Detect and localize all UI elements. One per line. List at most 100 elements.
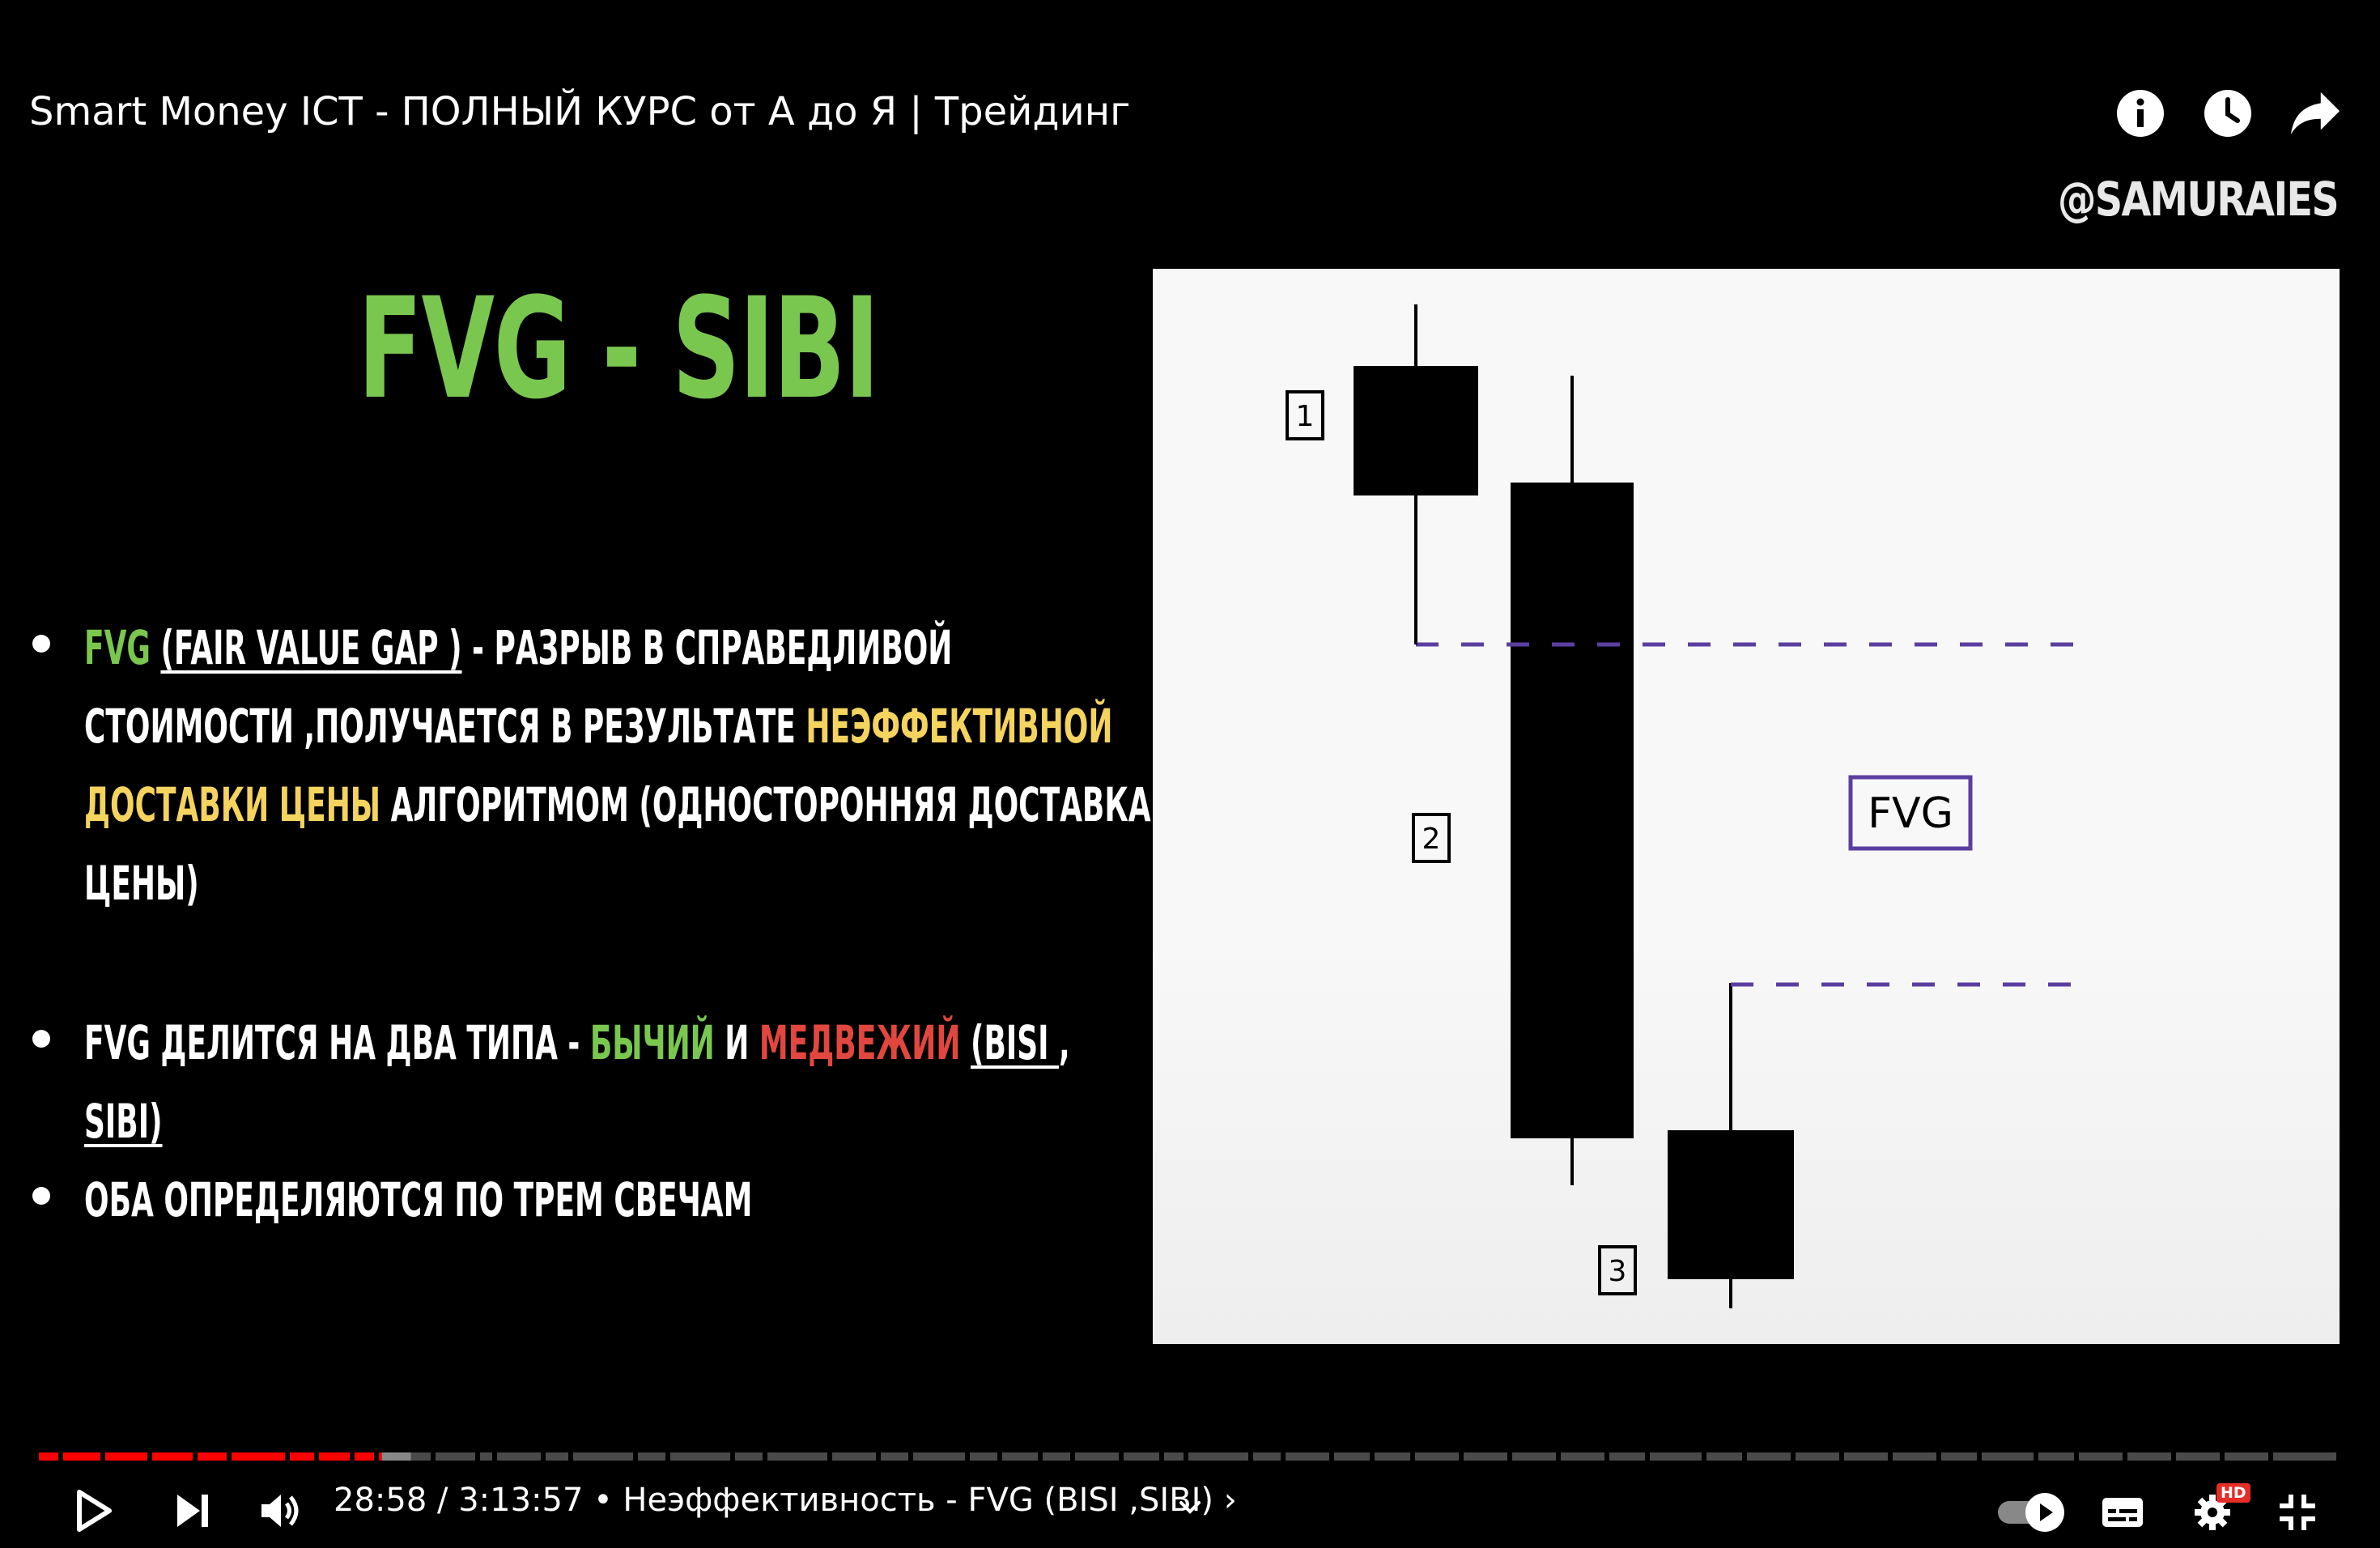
- candle-label-2: 2: [1412, 813, 1451, 863]
- chapter-title[interactable]: Неэффективность - FVG (BISI ,SIBI): [623, 1482, 1214, 1519]
- bullet2-and: И: [714, 1015, 759, 1070]
- time-separator: /: [427, 1482, 459, 1519]
- progress-segment[interactable]: [670, 1452, 730, 1461]
- progress-segment[interactable]: [1002, 1452, 1038, 1461]
- progress-segment[interactable]: [1512, 1452, 1556, 1461]
- bullet-dot: [32, 1187, 50, 1205]
- progress-segment[interactable]: [1164, 1452, 1184, 1461]
- bullet1-line2: СТОИМОСТИ ,ПОЛУЧАЕТСЯ В РЕЗУЛЬТАТЕ НЕЭФФ…: [84, 687, 1112, 766]
- progress-segment[interactable]: [2127, 1452, 2171, 1461]
- bullet-dot: [32, 635, 50, 653]
- progress-segment[interactable]: [573, 1452, 633, 1461]
- progress-segment[interactable]: [1796, 1452, 1839, 1461]
- bullet-dot: [32, 1030, 50, 1048]
- progress-segment[interactable]: [381, 1452, 411, 1461]
- progress-segment[interactable]: [2038, 1452, 2074, 1461]
- progress-segment[interactable]: [1375, 1452, 1410, 1461]
- progress-bar[interactable]: [39, 1452, 2341, 1461]
- candle-3: [1668, 983, 1794, 1308]
- progress-segment[interactable]: [1124, 1452, 1159, 1461]
- bullet1-line2-text: СТОИМОСТИ ,ПОЛУЧАЕТСЯ В РЕЗУЛЬТАТЕ: [84, 699, 806, 754]
- channel-watermark: @SAMURAIES: [2057, 172, 2340, 227]
- progress-segment[interactable]: [63, 1452, 100, 1461]
- autoplay-toggle[interactable]: [1995, 1491, 2069, 1533]
- progress-segment[interactable]: [913, 1452, 965, 1461]
- volume-button[interactable]: [254, 1485, 306, 1537]
- fvg-term: FVG: [84, 620, 151, 675]
- progress-segment[interactable]: [1075, 1452, 1119, 1461]
- fvg-diagram-svg: 1 2 3 FVG: [1286, 304, 2084, 1308]
- progress-segment[interactable]: [1941, 1452, 1977, 1461]
- progress-segment[interactable]: [970, 1452, 997, 1461]
- progress-segment[interactable]: [1415, 1452, 1459, 1461]
- progress-segment[interactable]: [1286, 1452, 1329, 1461]
- subtitles-button[interactable]: [2097, 1491, 2148, 1533]
- progress-segment[interactable]: [1334, 1452, 1370, 1461]
- settings-button[interactable]: HD: [2182, 1482, 2250, 1538]
- progress-segment[interactable]: [105, 1452, 147, 1461]
- time-and-chapter: 28:58 / 3:13:57 • Неэффективность - FVG …: [334, 1482, 1237, 1519]
- exit-fullscreen-icon: [2280, 1495, 2315, 1530]
- progress-segment[interactable]: [39, 1452, 58, 1461]
- bullet-fvg-types: FVG ДЕЛИТСЯ НА ДВА ТИПА - БЫЧИЙ И МЕДВЕЖ…: [32, 1004, 1070, 1149]
- bullish-term: БЫЧИЙ: [589, 1015, 715, 1070]
- highlight-inefficient: НЕЭФФЕКТИВНОЙ: [805, 699, 1113, 754]
- progress-segment[interactable]: [767, 1452, 827, 1461]
- progress-segment[interactable]: [1464, 1452, 1507, 1461]
- exit-fullscreen-button[interactable]: [2273, 1488, 2322, 1537]
- share-icon[interactable]: [2289, 87, 2341, 139]
- progress-segment[interactable]: [1650, 1452, 1702, 1461]
- sibi-term: SIBI): [84, 1094, 163, 1149]
- progress-segment[interactable]: [1982, 1452, 2034, 1461]
- progress-segment[interactable]: [355, 1452, 374, 1461]
- chapters-dropdown[interactable]: [1172, 1490, 1208, 1525]
- progress-segment[interactable]: [480, 1452, 492, 1461]
- highlight-price-delivery: ДОСТАВКИ ЦЕНЫ: [84, 777, 381, 832]
- progress-segment[interactable]: [379, 1452, 382, 1461]
- bullet1-line1: FVG (FAIR VALUE GAP ) - РАЗРЫВ В СПРАВЕД…: [84, 609, 952, 687]
- progress-segment[interactable]: [410, 1452, 431, 1461]
- progress-segment[interactable]: [497, 1452, 541, 1461]
- progress-segment[interactable]: [1561, 1452, 1604, 1461]
- progress-segment[interactable]: [232, 1452, 285, 1461]
- candle-label-1-text: 1: [1296, 400, 1315, 433]
- candle-label-1: 1: [1286, 390, 1324, 440]
- candle-label-3: 3: [1598, 1245, 1637, 1295]
- progress-segment[interactable]: [436, 1452, 475, 1461]
- chapter-arrow[interactable]: ›: [1223, 1482, 1237, 1519]
- chevron-down-icon: [1179, 1501, 1201, 1514]
- info-icon[interactable]: [2114, 87, 2166, 139]
- progress-segment[interactable]: [2225, 1452, 2268, 1461]
- progress-segment[interactable]: [832, 1452, 876, 1461]
- progress-segment[interactable]: [546, 1452, 568, 1461]
- watch-later-icon[interactable]: [2202, 87, 2254, 139]
- progress-segment[interactable]: [1747, 1452, 1791, 1461]
- progress-segment[interactable]: [152, 1452, 193, 1461]
- progress-segment[interactable]: [319, 1452, 350, 1461]
- progress-segment[interactable]: [1706, 1452, 1742, 1461]
- player-controls: HD: [0, 1474, 2380, 1548]
- progress-segment[interactable]: [1253, 1452, 1281, 1461]
- progress-segment[interactable]: [1893, 1452, 1936, 1461]
- progress-segment[interactable]: [1188, 1452, 1248, 1461]
- bisi-term: (BISI: [971, 1015, 1060, 1070]
- progress-segment[interactable]: [2079, 1452, 2123, 1461]
- progress-segment[interactable]: [735, 1452, 763, 1461]
- video-title[interactable]: Smart Money ICT - ПОЛНЫЙ КУРС от А до Я …: [29, 89, 1131, 134]
- bullet2-line2: SIBI): [84, 1082, 163, 1161]
- bullet1-line3-text: АЛГОРИТМОМ (ОДНОСТОРОННЯЯ ДОСТАВКА: [380, 777, 1151, 832]
- next-button[interactable]: [167, 1485, 219, 1537]
- progress-segment[interactable]: [1844, 1452, 1888, 1461]
- play-button[interactable]: [68, 1485, 120, 1537]
- bullet1-line4: ЦЕНЫ): [84, 856, 199, 911]
- progress-segment[interactable]: [1609, 1452, 1645, 1461]
- progress-segment[interactable]: [198, 1452, 227, 1461]
- progress-segment[interactable]: [2273, 1452, 2336, 1461]
- progress-segment[interactable]: [638, 1452, 665, 1461]
- progress-segment[interactable]: [290, 1452, 314, 1461]
- progress-segment[interactable]: [2176, 1452, 2220, 1461]
- hd-badge: HD: [2216, 1483, 2250, 1503]
- fvg-label-box: FVG: [1848, 775, 1973, 851]
- progress-segment[interactable]: [1043, 1452, 1070, 1461]
- progress-segment[interactable]: [881, 1452, 908, 1461]
